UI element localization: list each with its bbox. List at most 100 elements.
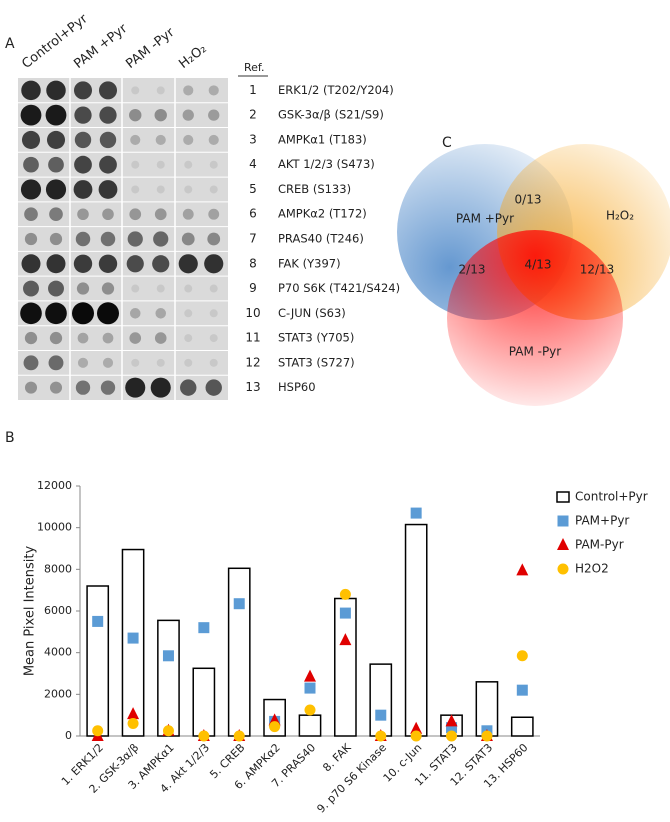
region-label: 2/13 [459, 263, 486, 277]
blot-dot [102, 332, 114, 344]
protein-label: HSP60 [278, 380, 316, 394]
blot-dot [184, 334, 193, 343]
blot-dot [209, 160, 218, 169]
legend-marker [557, 538, 569, 550]
square-marker [233, 598, 245, 610]
bar [192, 667, 216, 737]
bar [263, 698, 286, 737]
blot-dot [77, 357, 89, 368]
blot-dot [72, 302, 94, 325]
blot-dot [156, 86, 165, 95]
blot-dot [98, 254, 118, 273]
region-label: 4/13 [525, 258, 552, 272]
blot-dot [24, 381, 38, 394]
legend-label: H2O2 [575, 562, 609, 576]
ref-number: 1 [249, 83, 257, 97]
circle-marker [127, 718, 139, 729]
blot-dot [184, 309, 193, 318]
blot-dot [131, 160, 140, 169]
blot-dot [73, 254, 93, 273]
blot-dot [49, 207, 63, 222]
legend-marker [557, 515, 569, 527]
blot-dot [131, 185, 140, 194]
circle-marker [516, 650, 528, 662]
blot-dot [208, 134, 219, 145]
y-tick-label: 4000 [44, 646, 72, 659]
circle-marker [410, 730, 422, 742]
blot-dot [45, 179, 67, 200]
blot-dot [209, 358, 218, 367]
circle-marker [304, 704, 316, 716]
protein-label: C-JUN (S63) [278, 306, 346, 320]
blot-dot [74, 106, 92, 124]
triangle-marker [516, 563, 529, 576]
blot-dot [24, 207, 38, 222]
x-tick-label: 8. FAK [320, 741, 354, 775]
ref-number: 13 [245, 380, 260, 394]
bar [369, 663, 393, 737]
ref-number: 5 [249, 182, 257, 196]
protein-label: PRAS40 (T246) [278, 232, 364, 246]
blot-dot [129, 108, 142, 122]
blot-dot [208, 109, 220, 121]
blot-dot [45, 302, 67, 325]
blot-dot [98, 81, 118, 100]
bar [121, 548, 145, 737]
legend-label: PAM-Pyr [575, 538, 624, 552]
triangle-marker [339, 633, 352, 646]
blot-dot [76, 282, 90, 295]
blot-dot [182, 109, 194, 121]
blot-dot [126, 255, 144, 273]
blot-dot [20, 302, 42, 325]
square-marker [162, 650, 174, 662]
y-tick-label: 12000 [37, 479, 72, 492]
ref-number: 2 [249, 108, 257, 122]
venn-circle [447, 230, 623, 406]
blot-dot [125, 377, 146, 398]
ref-number: 11 [245, 331, 260, 345]
blot-dot [209, 284, 218, 293]
column-header: H₂O₂ [176, 41, 209, 72]
bar [227, 567, 251, 737]
blot-dot [155, 308, 166, 319]
blot-dot [49, 331, 63, 345]
panel-label: A [5, 36, 15, 52]
blot-dot [99, 106, 117, 124]
set-label: PAM +Pyr [456, 212, 514, 226]
blot-dot [49, 381, 63, 394]
blot-dot [207, 232, 221, 246]
blot-dot [46, 254, 66, 274]
blot-dot [156, 185, 165, 194]
blot-dot [73, 81, 93, 100]
square-marker [304, 682, 316, 694]
blot-dot [49, 232, 63, 246]
blot-dot [184, 358, 193, 367]
triangle-marker [445, 714, 458, 727]
panel-label: C [442, 135, 452, 151]
protein-label: AKT 1/2/3 (S473) [278, 157, 375, 171]
blot-dot [130, 134, 141, 145]
column-header: PAM -Pyr [123, 25, 178, 72]
blot-dot [129, 308, 141, 319]
y-tick-label: 10000 [37, 521, 72, 534]
circle-marker [481, 730, 493, 742]
blot-dot [184, 160, 193, 169]
blot-dot [131, 86, 140, 95]
legend-swatch [556, 491, 570, 503]
blot-dot [127, 231, 143, 247]
blot-dot [77, 332, 89, 344]
blot-dot [209, 309, 218, 318]
blot-dot [74, 155, 92, 174]
blot-dot [131, 358, 140, 367]
blot-dot [48, 280, 64, 297]
legend-label: Control+Pyr [575, 490, 648, 504]
blot-dot [77, 208, 89, 221]
blot-dot [46, 130, 66, 149]
blot-dot [204, 254, 224, 274]
blot-dot [101, 282, 115, 295]
circle-marker [339, 588, 351, 600]
blot-dot [48, 355, 64, 371]
blot-dot [21, 80, 41, 101]
blot-membrane [18, 78, 228, 400]
